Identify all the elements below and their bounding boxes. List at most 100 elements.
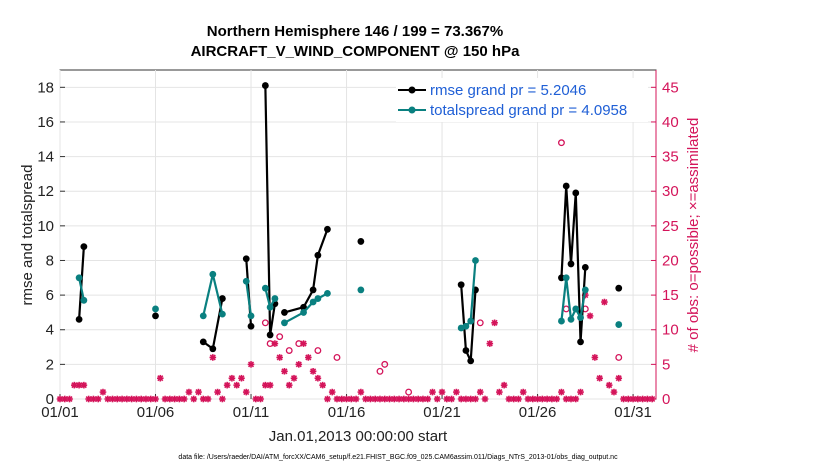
assimilated-marker-stroke [200,395,207,403]
x-tick-label: 01/11 [233,404,269,421]
assimilated-marker-stroke [305,354,312,361]
assimilated-marker-stroke [639,395,646,403]
assimilated-marker-stroke [310,368,317,375]
assimilated-marker-stroke [448,395,455,403]
spread-point [615,321,623,328]
y-right-tick-label: 45 [662,79,679,96]
assimilated-marker-stroke [415,395,422,403]
assimilated-marker [266,381,274,389]
rmse-point [152,312,159,320]
assimilated-marker [209,354,217,361]
rmse-point [80,243,88,251]
assimilated-marker-stroke [90,395,97,403]
assimilated-marker-stroke [286,382,293,389]
spread-point [581,286,589,294]
assimilated-marker-stroke [338,395,345,403]
assimilated-marker [357,388,365,396]
spread-point [261,284,269,292]
assimilated-marker [328,388,336,396]
assimilated-marker [558,388,565,396]
assimilated-marker-stroke [362,395,369,403]
assimilated-marker-stroke [343,395,350,403]
spread-point [80,296,88,304]
assimilated-marker-stroke [219,395,226,403]
spread-point [467,317,475,325]
spread-point [314,295,322,302]
y-left-tick-label: 6 [46,287,54,304]
gridlines [59,70,656,400]
rmse-point [209,345,217,353]
y-right-tick-label: 15 [662,287,679,304]
assimilated-marker-stroke [496,389,503,396]
rmse-point [261,82,269,89]
legend-rmse-label: rmse grand pr = 5.2046 [430,82,586,99]
y-left-tick-label: 18 [37,79,54,96]
y-left-tick-label: 12 [37,183,54,200]
assimilated-marker-stroke [157,375,164,382]
assimilated-marker [190,395,198,403]
assimilated-marker [629,395,637,403]
rmse-point [457,281,465,289]
spread-point [567,315,575,323]
spread-line-segment [78,277,85,301]
assimilated-marker-stroke [252,395,259,403]
possible-marker [266,340,274,348]
assimilated-marker [285,381,293,389]
assimilated-marker-stroke [591,354,598,361]
assimilated-marker [314,374,322,382]
possible-marker [261,319,269,327]
assimilated-marker [295,361,303,368]
y-left-tick-label: 14 [37,149,54,166]
assimilated-marker-stroke [181,395,188,403]
assimilated-marker [467,395,475,403]
rmse-line-segment [460,284,477,363]
assimilated-marker [472,395,479,403]
assimilated-marker-stroke [166,395,173,403]
y-right-tick-label: 40 [662,114,679,131]
assimilated-marker-stroke [314,375,321,382]
assimilated-marker [515,395,522,403]
spread-point [462,322,470,330]
assimilated-marker-stroke [71,382,78,389]
assimilated-marker [276,354,283,361]
footer-data-file: data file: /Users/raeder/DAI/ATM_forcXX/… [178,454,618,461]
assimilated-marker [491,319,498,327]
legend-spread-label: totalspread grand pr = 4.0958 [430,102,627,119]
assimilated-marker-stroke [152,395,159,403]
assimilated-marker-stroke [544,395,551,403]
spread-point [152,305,159,313]
x-tick-label: 01/21 [423,404,461,421]
assimilated-marker-stroke [539,395,546,403]
y-right-tick-label: 25 [662,218,679,235]
assimilated-marker-stroke [185,389,192,396]
assimilated-marker [543,395,551,403]
assimilated-marker-stroke [195,389,202,396]
assimilated-marker-stroke [610,389,618,396]
assimilated-marker-stroke [357,389,364,396]
assimilated-marker [424,395,432,403]
assimilated-marker-stroke [572,395,579,403]
assimilated-marker-stroke [587,312,594,319]
x-tick-label: 01/31 [614,404,652,421]
assimilated-marker-stroke [529,395,536,403]
possible-marker [381,360,389,368]
assimilated-marker [319,381,326,389]
assimilated-marker-stroke [563,395,570,403]
assimilated-marker-stroke [290,375,298,382]
rmse-point [562,182,570,190]
assimilated-marker-stroke [534,395,541,403]
assimilated-marker-stroke [333,395,341,403]
assimilated-marker-stroke [99,389,107,396]
assimilated-marker-stroke [567,395,575,403]
assimilated-marker-stroke [319,382,326,389]
assimilated-marker-stroke [439,389,446,396]
assimilated-marker-stroke [238,375,245,382]
assimilated-marker-stroke [381,395,388,403]
spread-point [266,303,274,311]
rmse-point [357,238,365,245]
assimilated-marker [591,354,599,361]
y-axis-right-label: # of obs: o=possible; ×=assimilated [685,118,702,353]
assimilated-marker [75,381,83,389]
y-right-tick-label: 0 [662,391,670,408]
